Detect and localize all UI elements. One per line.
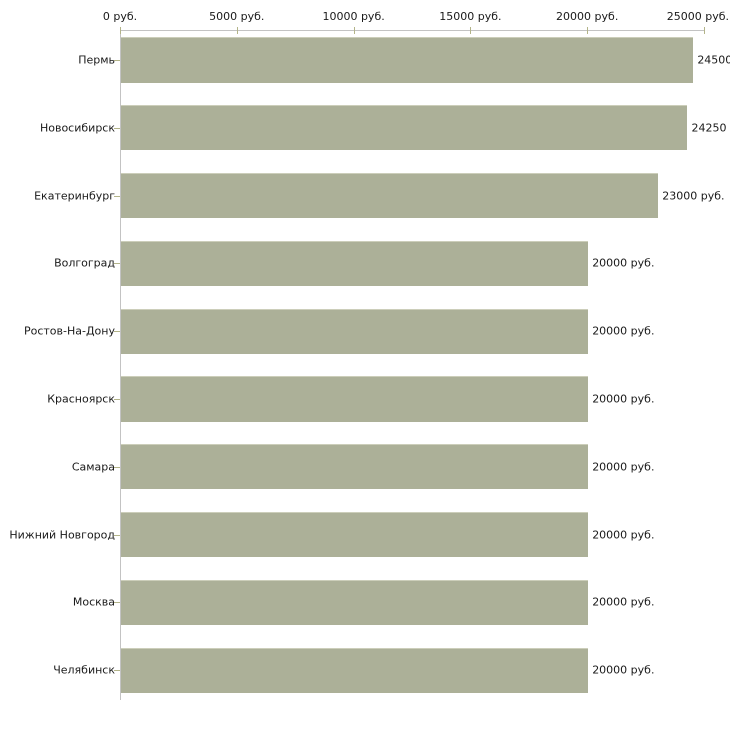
value-label: 20000 руб. bbox=[592, 460, 655, 474]
x-axis-tick-label: 25000 руб. bbox=[666, 10, 729, 23]
x-axis-tick-label: 10000 руб. bbox=[322, 10, 385, 23]
category-label: Москва bbox=[72, 595, 115, 609]
category-label: Волгоград bbox=[54, 256, 115, 270]
value-label: 20000 руб. bbox=[592, 528, 655, 542]
bar-4 bbox=[121, 308, 589, 354]
bar-9 bbox=[121, 647, 589, 693]
x-axis-line bbox=[120, 30, 705, 31]
bar-2 bbox=[121, 173, 659, 219]
bar-3 bbox=[121, 240, 589, 287]
value-label: 24500 руб. bbox=[697, 53, 730, 67]
y-axis-tick-mark bbox=[114, 127, 120, 129]
y-axis-tick-mark bbox=[114, 195, 120, 197]
x-axis-tick-mark bbox=[236, 27, 238, 34]
category-label: Новосибирск bbox=[39, 121, 115, 135]
value-label: 24250 руб. bbox=[691, 121, 730, 135]
value-label: 20000 руб. bbox=[592, 324, 655, 338]
bar-7 bbox=[121, 512, 589, 558]
y-axis-tick-mark bbox=[114, 331, 120, 333]
value-label: 23000 руб. bbox=[662, 189, 725, 203]
x-axis-tick-label: 20000 руб. bbox=[556, 10, 619, 23]
category-label: Нижний Новгород bbox=[9, 528, 115, 542]
y-axis-tick-mark bbox=[114, 534, 120, 536]
x-axis-tick-mark bbox=[120, 27, 121, 34]
y-axis-line bbox=[120, 30, 121, 700]
category-label: Самара bbox=[71, 460, 115, 474]
category-label: Красноярск bbox=[47, 392, 115, 406]
y-axis-tick-mark bbox=[114, 399, 120, 401]
value-label: 20000 руб. bbox=[592, 663, 655, 677]
y-axis-tick-mark bbox=[114, 60, 120, 62]
x-axis-tick-mark bbox=[353, 27, 355, 34]
y-axis-tick-mark bbox=[114, 263, 120, 265]
x-axis-tick-mark bbox=[587, 27, 589, 34]
category-label: Пермь bbox=[78, 53, 115, 67]
value-label: 20000 руб. bbox=[592, 595, 655, 609]
bar-1 bbox=[121, 105, 688, 151]
y-axis-tick-mark bbox=[114, 466, 120, 468]
y-axis-tick-mark bbox=[114, 670, 120, 672]
bar-6 bbox=[121, 444, 589, 490]
value-label: 20000 руб. bbox=[592, 256, 655, 270]
bar-0 bbox=[121, 37, 694, 83]
category-label: Ростов-На-Дону bbox=[23, 324, 115, 338]
bar-8 bbox=[121, 579, 589, 626]
x-axis-tick-label: 15000 руб. bbox=[439, 10, 502, 23]
x-axis-tick-mark bbox=[470, 27, 472, 34]
x-axis-tick-label: 5000 руб. bbox=[209, 10, 265, 23]
category-label: Екатеринбург bbox=[34, 189, 115, 203]
y-axis-tick-mark bbox=[114, 602, 120, 604]
bar-5 bbox=[121, 376, 589, 422]
x-axis-tick-mark bbox=[704, 27, 705, 34]
value-label: 20000 руб. bbox=[592, 392, 655, 406]
x-axis-tick-label: 0 руб. bbox=[102, 10, 138, 23]
category-label: Челябинск bbox=[53, 663, 115, 677]
